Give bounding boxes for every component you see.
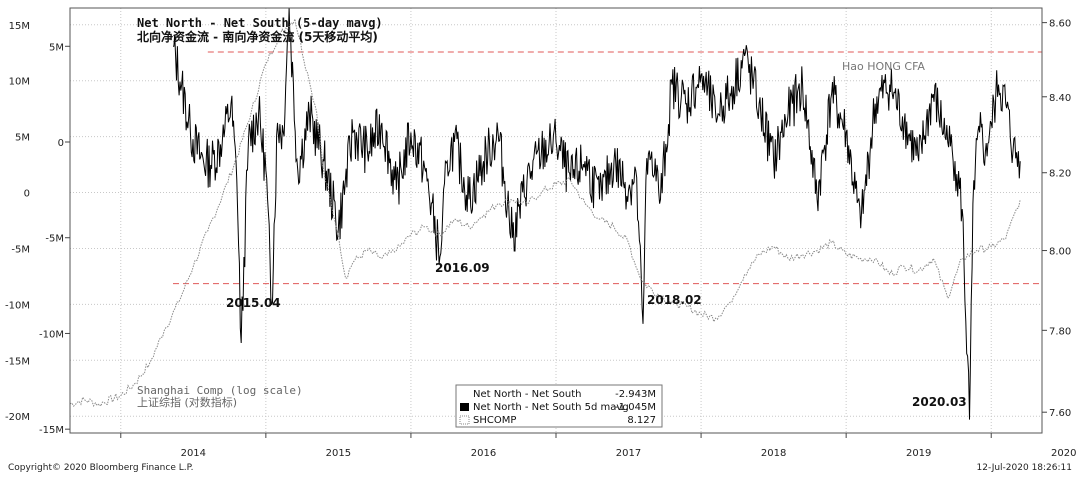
x-tick-2017: 2017 xyxy=(616,448,641,459)
y-tick-right-5: 7.60 xyxy=(1049,408,1071,419)
legend-swatch-shcomp xyxy=(459,415,470,425)
legend-label-net: Net North - Net South xyxy=(473,389,581,400)
annotation-2016-09: 2016.09 xyxy=(435,261,490,275)
annotation-2020-03: 2020.03 xyxy=(912,395,967,409)
y-tick-right-4: 7.80 xyxy=(1049,326,1071,337)
y-tick-outer-4: -5M xyxy=(11,244,30,255)
y-tick-right-1: 8.40 xyxy=(1049,93,1071,104)
log-scale-label: Shanghai Comp (log scale) xyxy=(137,384,303,397)
x-tick-2015: 2015 xyxy=(326,448,351,459)
y-tick-right-3: 8.00 xyxy=(1049,247,1071,258)
x-tick-2020: 2020 xyxy=(1051,448,1076,459)
legend-box xyxy=(455,384,663,428)
annotation-2015-04: 2015.04 xyxy=(226,296,281,310)
series-line-shcomp xyxy=(69,17,1021,408)
reference-lines xyxy=(173,51,1042,285)
cfa-watermark: Hao HONG CFA xyxy=(842,60,925,73)
y-tick-right-2: 8.20 xyxy=(1049,169,1071,180)
chart-title: Net North - Net South (5-day mavg) xyxy=(137,16,383,30)
series-line-net-north-south-mavg xyxy=(173,7,1021,420)
y-tick-inner-4: -15M xyxy=(39,425,64,436)
legend-value-net: -2.943M xyxy=(615,389,656,400)
chart-subtitle: 北向净资金流 - 南向净资金流 (5天移动平均) xyxy=(137,29,378,44)
legend-value-shcomp: 8.127 xyxy=(627,415,656,426)
footer-timestamp: 12-Jul-2020 18:26:11 xyxy=(977,463,1073,473)
legend: Net North - Net South -2.943M Net North … xyxy=(455,384,663,428)
y-tick-outer-1: 10M xyxy=(9,77,30,88)
x-tick-2019: 2019 xyxy=(906,448,931,459)
y-tick-inner-1: 0 xyxy=(58,138,64,149)
y-tick-outer-6: -15M xyxy=(5,356,30,367)
y-tick-inner-3: -10M xyxy=(39,329,64,340)
series-layer xyxy=(69,7,1021,420)
legend-value-mavg: -1.045M xyxy=(615,402,656,413)
x-tick-2014: 2014 xyxy=(181,448,206,459)
x-tick-2016: 2016 xyxy=(471,448,496,459)
annotation-2018-02: 2018.02 xyxy=(647,293,702,307)
y-tick-outer-2: 5M xyxy=(15,133,30,144)
legend-swatch-mavg xyxy=(460,403,469,411)
y-tick-outer-5: -10M xyxy=(5,300,30,311)
x-tick-2018: 2018 xyxy=(761,448,786,459)
y-tick-inner-0: 5M xyxy=(49,42,64,53)
axes: 15M 10M 5M 0 -5M -10M -15M -20M 5M 0 -5M -10M -15M 8.… xyxy=(5,19,1076,459)
legend-label-mavg: Net North - Net South 5d mavg xyxy=(473,402,629,413)
y-tick-right-0: 8.60 xyxy=(1049,19,1071,30)
log-scale-label-cn: 上证综指 (对数指标) xyxy=(137,395,237,409)
y-tick-outer-0: 15M xyxy=(9,21,30,32)
legend-label-shcomp: SHCOMP xyxy=(473,415,516,426)
y-tick-outer-3: 0 xyxy=(24,189,30,200)
y-tick-outer-7: -20M xyxy=(5,412,30,423)
y-tick-inner-2: -5M xyxy=(45,234,64,245)
footer-copyright: Copyright© 2020 Bloomberg Finance L.P. xyxy=(8,463,193,473)
